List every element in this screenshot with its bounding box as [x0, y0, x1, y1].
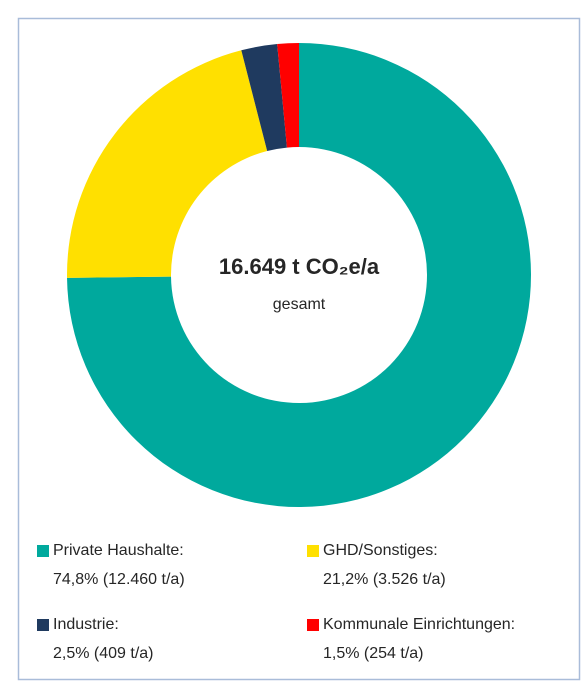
- donut-slice: [277, 43, 299, 148]
- donut-slice: [67, 50, 268, 278]
- legend-value: 21,2% (3.526 t/a): [323, 571, 446, 588]
- legend-label: GHD/Sonstiges:: [323, 542, 438, 559]
- legend-value: 2,5% (409 t/a): [53, 645, 154, 662]
- legend-label: Kommunale Einrichtungen:: [323, 616, 515, 633]
- legend-swatch: [307, 545, 319, 557]
- center-title: 16.649 t CO₂e/a: [219, 254, 380, 279]
- legend-value: 74,8% (12.460 t/a): [53, 571, 185, 588]
- legend-label: Industrie:: [53, 616, 119, 633]
- legend-label: Private Haushalte:: [53, 542, 184, 559]
- legend-value: 1,5% (254 t/a): [323, 645, 424, 662]
- center-subtitle: gesamt: [273, 296, 326, 313]
- legend-swatch: [37, 619, 49, 631]
- legend-swatch: [307, 619, 319, 631]
- donut-slice: [241, 44, 287, 152]
- legend-swatch: [37, 545, 49, 557]
- donut-slice: [67, 43, 531, 507]
